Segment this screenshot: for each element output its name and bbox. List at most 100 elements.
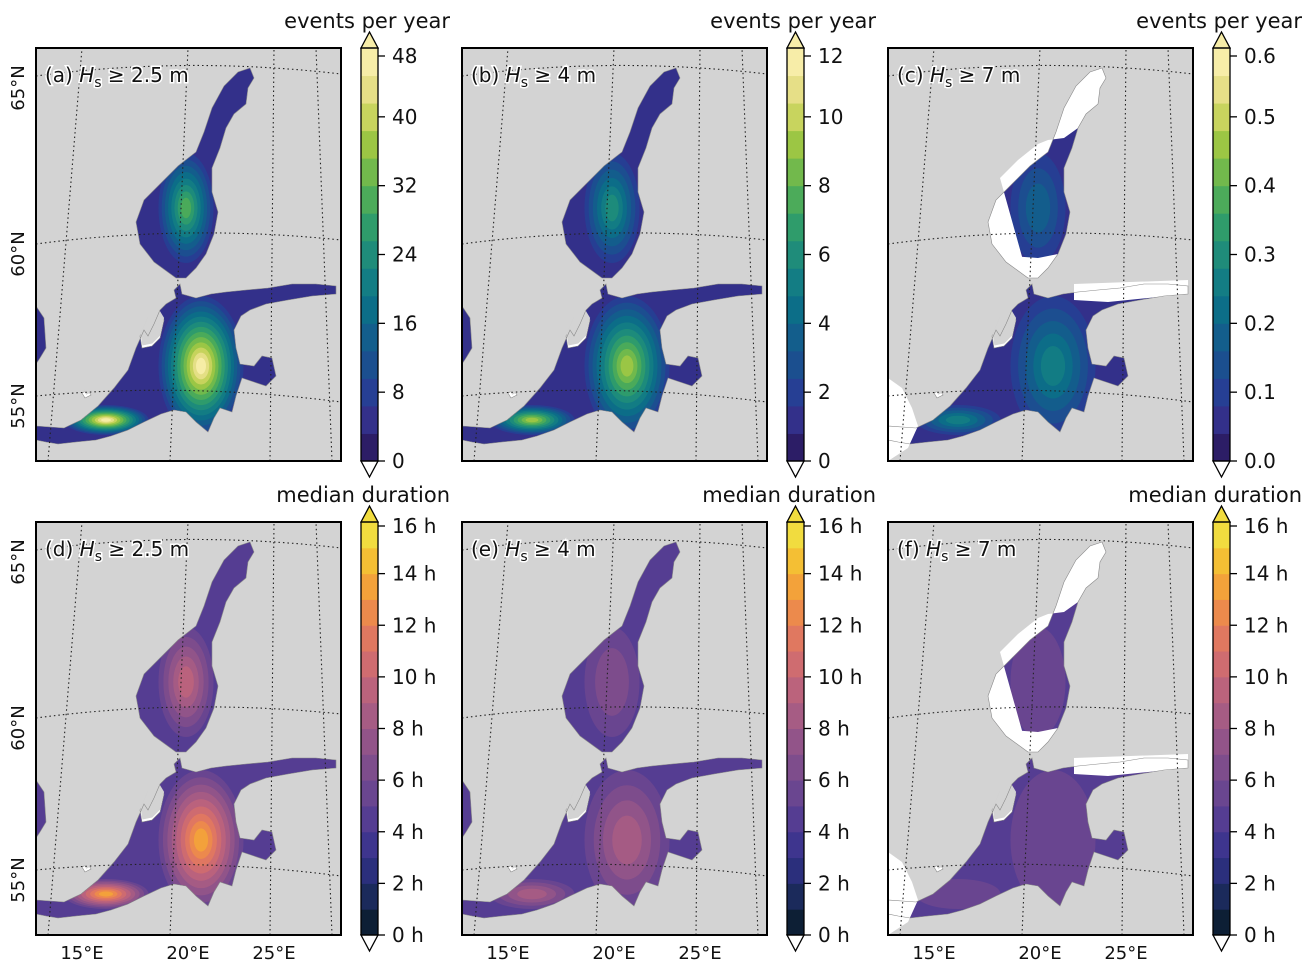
colorbar-extend-min (359, 460, 380, 479)
lon-tick-label: 20°E (592, 943, 635, 961)
colorbar-band (361, 805, 378, 833)
colorbar-band (361, 295, 378, 324)
colorbar-title: events per year (710, 9, 876, 33)
colorbar-band (361, 405, 378, 434)
panel-label: (e) Hs ≥ 4 m (471, 537, 596, 565)
colorbar-tick-label: 10 (818, 105, 843, 129)
colorbar-band (361, 48, 378, 77)
colorbar-band (1213, 323, 1230, 352)
panel-label-prefix: (f) (897, 537, 926, 561)
colorbar-tick-label: 12 h (1244, 613, 1288, 637)
colorbar-band (361, 780, 378, 807)
colorbar-tick-label: 8 h (392, 717, 424, 741)
colorbar-band (787, 522, 804, 549)
colorbar-tick-label: 0.3 (1244, 243, 1276, 267)
colorbar-tick-label: 0.1 (1244, 380, 1276, 404)
lat-tick-label: 60°N (8, 705, 29, 750)
colorbar-band (361, 625, 378, 652)
panel-label-symbol: H (505, 537, 520, 561)
panel-label-prefix: (c) (897, 63, 930, 87)
colorbar-band (361, 857, 378, 884)
colorbar-band (787, 780, 804, 807)
colorbar-band (1213, 651, 1230, 678)
colorbar-tick-label: 6 h (1244, 768, 1276, 792)
colorbar-band (787, 676, 804, 704)
colorbar-band (1213, 268, 1230, 297)
sea-field (888, 542, 1188, 918)
colorbar-extend-min (359, 934, 380, 953)
colorbar-tick-label: 12 h (392, 613, 436, 637)
colorbar-tick-label: 0.4 (1244, 174, 1276, 198)
panel-label-subscript: s (94, 75, 101, 91)
colorbar-title: median duration (702, 483, 876, 507)
colorbar-band (787, 213, 804, 242)
colorbar-band (787, 130, 804, 159)
colorbar-tick-label: 32 (392, 174, 417, 198)
panel-label: (b) Hs ≥ 4 m (471, 63, 596, 91)
graticule (888, 48, 1193, 461)
colorbar-tick-label: 10 h (392, 665, 436, 689)
sea-field (36, 68, 336, 444)
colorbar-extend-max (1211, 30, 1232, 49)
colorbar-band (787, 909, 804, 936)
sea-field (888, 68, 1188, 444)
colorbar-tick-label: 4 h (1244, 820, 1276, 844)
lat-tick-label: 65°N (8, 539, 29, 584)
colorbar-tick-label: 14 h (392, 562, 436, 586)
panel-label-symbol: H (926, 537, 941, 561)
colorbar-title: events per year (284, 9, 450, 33)
colorbar-band (361, 573, 378, 600)
colorbar-band (361, 185, 378, 214)
lat-tick-label: 60°N (8, 231, 29, 276)
colorbar-extend-max (359, 504, 380, 523)
colorbar-band (1213, 909, 1230, 936)
colorbar-band (787, 547, 804, 575)
colorbar-band (361, 651, 378, 678)
colorbar-band (787, 728, 804, 755)
colorbar-band (361, 350, 378, 379)
colorbar-title: median duration (276, 483, 450, 507)
colorbar-band (787, 103, 804, 132)
panel-label-subscript: s (95, 549, 102, 565)
colorbar-band (361, 547, 378, 575)
colorbar-band (1213, 158, 1230, 187)
colorbar-band (787, 599, 804, 626)
colorbar-band (787, 883, 804, 910)
lon-tick-label: 15°E (60, 943, 103, 961)
colorbar-tick-label: 12 h (818, 613, 862, 637)
colorbar: 0 h 2 h 4 h 6 h 8 h 10 h 12 h 14 h 16 h (359, 504, 436, 953)
colorbar: 0 2 4 6 8 10 12 (785, 30, 843, 479)
panel-label-prefix: (e) (471, 537, 505, 561)
colorbar-band (1213, 130, 1230, 159)
colorbar-band (361, 522, 378, 549)
colorbar-band (1213, 522, 1230, 549)
panel-frame (35, 521, 342, 936)
colorbar-band (361, 831, 378, 859)
colorbar-tick-label: 0.2 (1244, 311, 1276, 335)
colorbar-band (1213, 599, 1230, 626)
colorbar-band (787, 350, 804, 379)
colorbar-band (1213, 213, 1230, 242)
lat-tick-label: 55°N (8, 857, 29, 902)
lon-tick-label: 20°E (1018, 943, 1061, 961)
colorbar-tick-label: 0.5 (1244, 105, 1276, 129)
colorbar-band (787, 158, 804, 187)
panel-label-suffix: ≥ 7 m (952, 63, 1020, 87)
sea-field (36, 542, 336, 918)
colorbar-tick-label: 10 h (1244, 665, 1288, 689)
colorbar-band (361, 213, 378, 242)
colorbar-band (787, 625, 804, 652)
map-panel: (b) Hs ≥ 4 m (461, 47, 768, 462)
colorbar-tick-label: 2 (818, 380, 831, 404)
colorbar-band (787, 433, 804, 462)
colorbar-band (1213, 240, 1230, 269)
colorbar-extend-max (785, 504, 806, 523)
colorbar-tick-label: 0.6 (1244, 44, 1276, 68)
colorbar-band (1213, 573, 1230, 600)
colorbar-band (1213, 405, 1230, 434)
colorbar: 0.0 0.1 0.2 0.3 0.4 0.5 0.6 (1211, 30, 1276, 479)
colorbar-band (361, 103, 378, 132)
panel-label-symbol: H (79, 63, 94, 87)
panel-label-subscript: s (941, 549, 948, 565)
